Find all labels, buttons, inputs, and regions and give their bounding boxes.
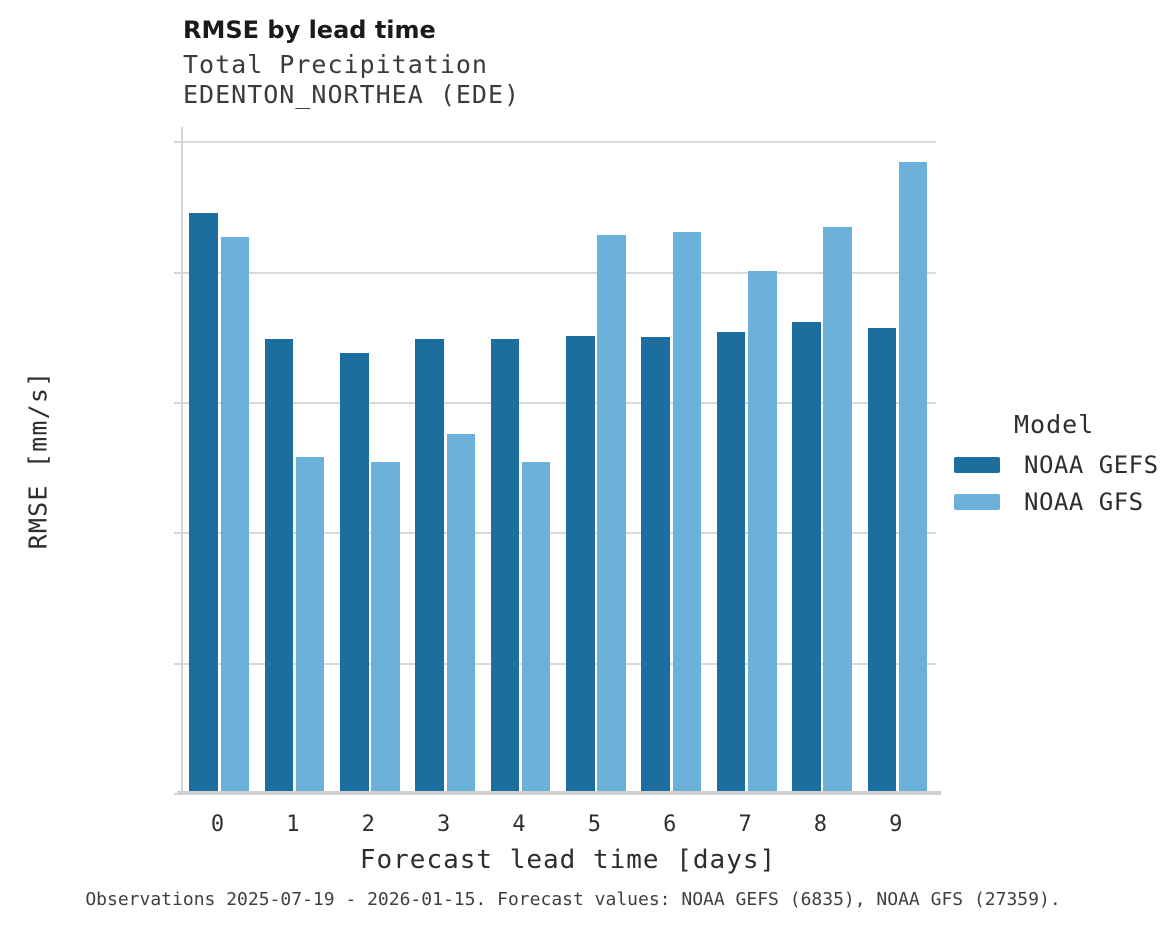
legend-swatch-icon xyxy=(954,494,1000,510)
bar-noaa-gfs-lead-9 xyxy=(898,162,928,794)
x-axis-title: Forecast lead time [days] xyxy=(359,845,777,875)
x-tick-label: 4 xyxy=(512,812,526,837)
bar-noaa-gfs-lead-5 xyxy=(597,235,626,794)
legend: Model NOAA GEFS NOAA GFS xyxy=(954,410,1175,527)
gridline xyxy=(182,662,936,665)
y-tick-mark xyxy=(174,271,181,274)
bar-noaa-gfs-lead-3 xyxy=(446,434,476,794)
legend-entry-noaa-gefs: NOAA GEFS xyxy=(954,451,1175,479)
legend-entry-noaa-gfs: NOAA GFS xyxy=(954,488,1175,516)
y-axis-title: RMSE [mm/s] xyxy=(23,370,53,550)
x-tick-label: 1 xyxy=(286,812,300,837)
x-tick-label: 3 xyxy=(437,812,451,837)
x-tick-label: 9 xyxy=(889,812,903,837)
bar-noaa-gefs-lead-5 xyxy=(566,335,595,794)
gridline xyxy=(182,271,936,274)
bar-noaa-gefs-lead-6 xyxy=(641,336,670,794)
bar-noaa-gefs-lead-8 xyxy=(792,322,821,794)
chart-title: RMSE by lead time xyxy=(183,16,436,44)
y-tick-mark xyxy=(174,662,181,665)
y-axis-line xyxy=(181,127,183,795)
x-tick-label: 6 xyxy=(663,812,677,837)
chart-subtitle-variable: Total Precipitation xyxy=(183,50,488,79)
gridline xyxy=(182,141,936,144)
bar-noaa-gefs-lead-1 xyxy=(264,339,294,794)
legend-label: NOAA GEFS xyxy=(1024,451,1159,479)
legend-title: Model xyxy=(1014,410,1095,439)
x-tick-label: 2 xyxy=(361,812,375,837)
bar-noaa-gfs-lead-7 xyxy=(748,271,777,794)
legend-entries: NOAA GEFS NOAA GFS xyxy=(954,451,1175,516)
gridline xyxy=(182,532,936,535)
bar-noaa-gfs-lead-1 xyxy=(295,456,325,794)
plot-area xyxy=(174,127,941,795)
x-tick-label: 5 xyxy=(587,812,601,837)
bar-noaa-gefs-lead-4 xyxy=(490,339,520,794)
legend-swatch-icon xyxy=(954,457,1000,473)
y-tick-mark xyxy=(174,532,181,535)
bar-noaa-gefs-lead-0 xyxy=(189,212,218,794)
x-axis-line xyxy=(177,791,941,795)
bar-noaa-gfs-lead-6 xyxy=(672,231,702,794)
y-tick-mark xyxy=(174,141,181,144)
x-tick-label: 7 xyxy=(738,812,752,837)
x-tick-label: 8 xyxy=(813,812,828,837)
bar-noaa-gfs-lead-4 xyxy=(521,462,551,794)
caption: Observations 2025-07-19 - 2026-01-15. Fo… xyxy=(85,889,1061,910)
bar-noaa-gefs-lead-7 xyxy=(716,331,746,794)
bar-noaa-gefs-lead-9 xyxy=(867,328,897,794)
chart-subtitle-station: EDENTON_NORTHEA (EDE) xyxy=(183,80,521,109)
gridline xyxy=(182,401,936,404)
bar-noaa-gfs-lead-0 xyxy=(220,236,249,794)
bar-noaa-gefs-lead-3 xyxy=(415,339,444,794)
bar-noaa-gfs-lead-2 xyxy=(371,461,400,794)
bar-noaa-gfs-lead-8 xyxy=(823,226,852,794)
legend-label: NOAA GFS xyxy=(1024,488,1144,516)
x-tick-label: 0 xyxy=(210,812,225,837)
bar-noaa-gefs-lead-2 xyxy=(340,352,369,794)
y-tick-mark xyxy=(174,401,181,404)
